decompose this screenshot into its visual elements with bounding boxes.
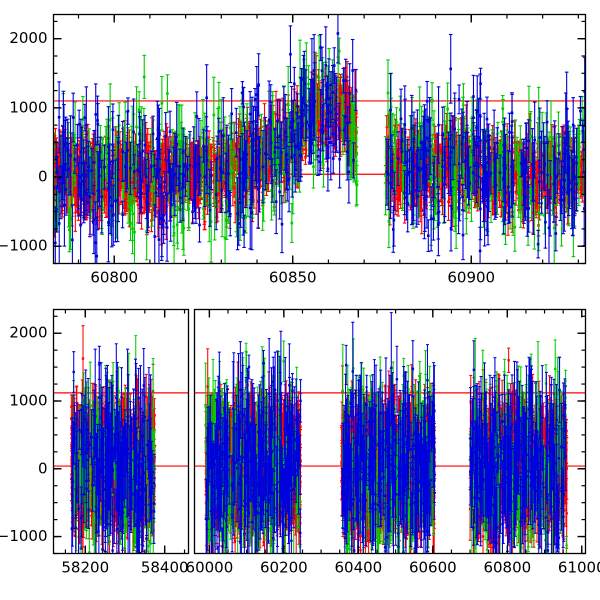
bottom-panel-frame [52,308,587,555]
x-tick-label: 60800 [483,559,531,577]
top-panel-plot: −1000 0 1000 2000 60800 60850 60900 [0,13,587,287]
top-panel-frame [52,13,587,265]
x-tick-label: 60200 [260,559,308,577]
x-tick-label: 58400 [141,559,189,577]
top-panel-data-layer [53,14,586,264]
x-tick-label: 60900 [447,269,495,287]
series-blue-band [53,14,586,264]
segment-frame-1 [193,308,587,555]
y-tick-label: −1000 [0,237,48,255]
y-tick-label: 0 [38,168,48,186]
series-blue-band [204,312,568,554]
x-tick-label: 58200 [61,559,109,577]
x-tick-label: 60850 [269,269,317,287]
x-tick-label: 61000 [558,559,600,577]
bottom-panel: −1000 0 1000 2000 58200 58400 60000 60200 60400 6… [0,300,600,600]
y-tick-label: 1000 [9,392,47,410]
bottom-panel-data-layer [53,312,586,554]
x-tick-label: 60800 [90,269,138,287]
y-tick-label: −1000 [0,527,48,545]
x-tick-label: 60000 [186,559,234,577]
y-tick-label: 1000 [9,98,47,116]
top-panel: −1000 0 1000 2000 60800 60850 60900 [0,13,587,287]
y-tick-label: 0 [38,459,48,477]
series-blue-band [70,343,156,554]
y-tick-label: 2000 [9,324,47,342]
y-tick-label: 2000 [9,29,47,47]
x-tick-label: 60600 [409,559,457,577]
top-panel-ticks [53,14,586,265]
x-tick-label: 60400 [334,559,382,577]
bottom-panel-ticks [53,309,586,555]
segment-frame-0 [52,308,190,555]
